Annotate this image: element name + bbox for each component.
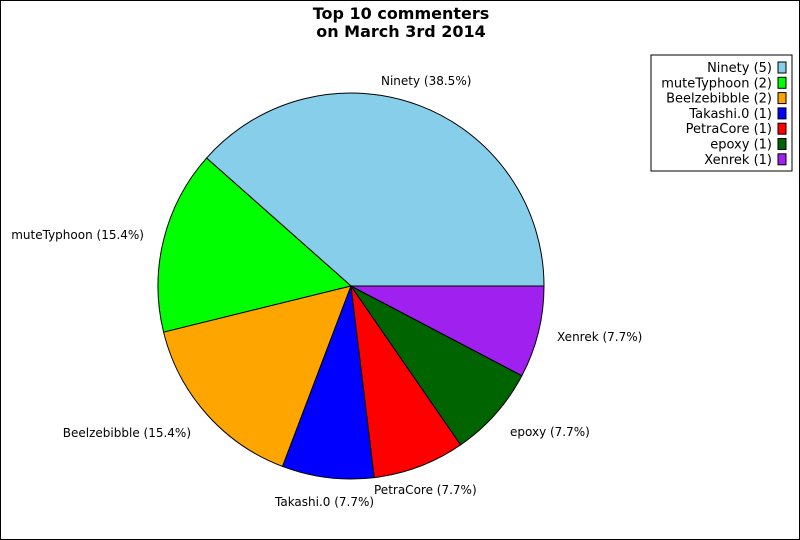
slice-label-takashi-0: Takashi.0 (7.7%) bbox=[274, 495, 374, 509]
legend-box bbox=[650, 54, 793, 172]
pie-slice-epoxy bbox=[350, 285, 523, 446]
legend-swatch-beelzebibble bbox=[777, 92, 787, 105]
chart-title-line-1: Top 10 commenters bbox=[313, 4, 490, 23]
legend-entry-mutetyphoon: muteTyphoon (2) bbox=[661, 76, 772, 91]
pie-slice-petracore bbox=[350, 285, 462, 479]
pie-slice-ninety bbox=[205, 92, 545, 287]
slice-label-beelzebibble: Beelzebibble (15.4%) bbox=[63, 426, 191, 440]
legend-entry-epoxy: epoxy (1) bbox=[710, 138, 772, 153]
pie-slice-mutetyphoon bbox=[157, 157, 353, 333]
legend-entry-petracore: PetraCore (1) bbox=[686, 122, 772, 137]
legend-entry-ninety: Ninety (5) bbox=[707, 61, 772, 76]
legend-entry-beelzebibble: Beelzebibble (2) bbox=[666, 92, 772, 107]
legend-swatch-ninety bbox=[777, 61, 787, 74]
slice-label-xenrek: Xenrek (7.7%) bbox=[557, 330, 642, 344]
legend-swatch-takashi-0 bbox=[777, 107, 787, 120]
legend-swatch-epoxy bbox=[777, 138, 787, 150]
slice-label-ninety: Ninety (38.5%) bbox=[381, 74, 471, 88]
slice-label-mutetyphoon: muteTyphoon (15.4%) bbox=[11, 228, 144, 242]
pie-slices bbox=[157, 92, 545, 480]
slice-label-epoxy: epoxy (7.7%) bbox=[510, 425, 590, 439]
legend-entry-xenrek: Xenrek (1) bbox=[704, 153, 772, 168]
legend: Ninety (5)muteTyphoon (2)Beelzebibble (2… bbox=[650, 54, 793, 172]
slice-labels: Ninety (38.5%) muteTyphoon (15.4%) Beelzeb… bbox=[11, 74, 642, 509]
slice-label-petracore: PetraCore (7.7%) bbox=[374, 483, 477, 497]
chart-title-line-2: on March 3rd 2014 bbox=[316, 22, 486, 41]
legend-swatch-xenrek bbox=[777, 153, 787, 166]
legend-entry-takashi-0: Takashi.0 (1) bbox=[688, 107, 772, 122]
pie-slice-xenrek bbox=[350, 285, 545, 377]
pie-slice-takashi-0 bbox=[281, 285, 375, 480]
pie-slice-beelzebibble bbox=[163, 285, 352, 468]
legend-swatch-petracore bbox=[777, 122, 787, 135]
legend-swatch-mutetyphoon bbox=[777, 76, 787, 89]
